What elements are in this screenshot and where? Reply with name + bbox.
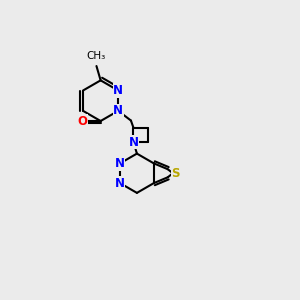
Text: N: N bbox=[113, 84, 123, 97]
Text: N: N bbox=[115, 157, 125, 170]
Text: N: N bbox=[115, 177, 125, 190]
Text: N: N bbox=[113, 104, 123, 117]
Text: CH₃: CH₃ bbox=[87, 51, 106, 61]
Text: N: N bbox=[128, 136, 138, 148]
Text: S: S bbox=[171, 167, 180, 180]
Text: O: O bbox=[77, 115, 87, 128]
